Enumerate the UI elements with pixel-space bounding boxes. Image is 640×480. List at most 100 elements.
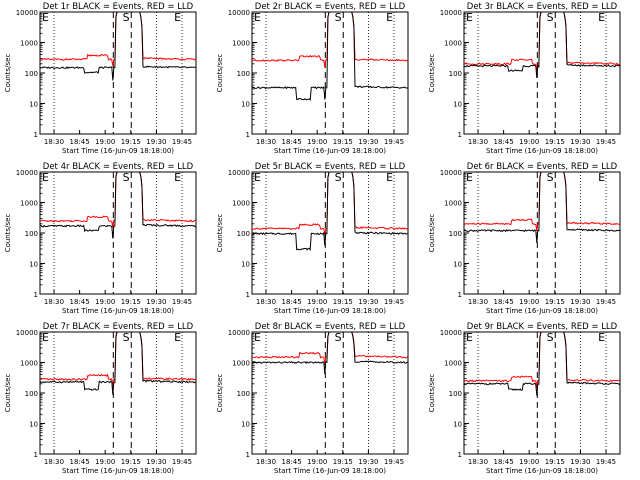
x-tick-label: 18:45: [70, 298, 90, 306]
y-tick-label: 100: [25, 230, 38, 238]
range-letter: E: [386, 171, 393, 184]
y-tick-label: 100: [449, 70, 462, 78]
events-series-line: [463, 11, 621, 78]
range-letter: S: [547, 171, 554, 184]
x-tick-label: 19:00: [307, 138, 327, 146]
panel-det-7: Det 7r BLACK = Events, RED = LLD 1 10 100 10…: [4, 322, 197, 475]
x-tick-label: 18:45: [494, 138, 514, 146]
x-tick-label: 18:30: [256, 298, 276, 306]
plot-frame: [39, 11, 197, 135]
panel-title: Det 5r BLACK = Events, RED = LLD: [255, 162, 406, 172]
x-tick-label: 19:45: [596, 138, 616, 146]
y-tick-label: 100: [237, 230, 250, 238]
y-axis-label: Counts/sec: [4, 374, 12, 413]
plot-frame: [463, 331, 621, 455]
lld-series-line: [40, 171, 197, 228]
y-tick-label: 10000: [228, 169, 250, 177]
panel-det-3: Det 3r BLACK = Events, RED = LLD 1 10 100 10…: [428, 2, 621, 155]
plot-frame: [39, 171, 197, 295]
range-letter: E: [174, 11, 181, 24]
y-tick-label: 10: [241, 421, 250, 429]
lld-series-line: [251, 331, 409, 365]
x-tick-label: 19:30: [146, 458, 166, 466]
y-tick-label: 10000: [228, 329, 250, 337]
panel-det-1: Det 1r BLACK = Events, RED = LLD 1 10 100 10…: [4, 2, 197, 155]
x-tick-label: 19:45: [172, 298, 192, 306]
y-axis-label: Counts/sec: [4, 54, 12, 93]
y-tick-label: 10: [453, 421, 462, 429]
x-tick-label: 18:45: [282, 298, 302, 306]
y-tick-label: 100: [449, 390, 462, 398]
x-tick-label: 19:45: [384, 138, 404, 146]
y-tick-label: 10: [29, 101, 38, 109]
range-letter: E: [598, 171, 605, 184]
x-tick-label: 18:30: [44, 298, 64, 306]
y-tick-label: 1: [458, 291, 462, 299]
y-tick-label: 1000: [232, 200, 250, 208]
x-tick-label: 18:45: [70, 138, 90, 146]
y-axis-label: Counts/sec: [4, 214, 12, 253]
range-letter: E: [174, 331, 181, 344]
range-letter: S: [547, 11, 554, 24]
panel-title: Det 8r BLACK = Events, RED = LLD: [255, 322, 406, 332]
range-letter: E: [466, 331, 473, 344]
lld-series-line: [463, 331, 621, 389]
y-tick-label: 100: [449, 230, 462, 238]
y-tick-label: 10000: [440, 169, 462, 177]
panel-title: Det 7r BLACK = Events, RED = LLD: [43, 322, 194, 332]
y-axis-label: Counts/sec: [428, 374, 436, 413]
range-letter: S: [335, 331, 342, 344]
range-letter: S: [123, 331, 130, 344]
x-tick-label: 19:45: [172, 138, 192, 146]
x-tick-label: 18:45: [70, 458, 90, 466]
events-series-line: [39, 171, 197, 239]
x-tick-label: 19:00: [95, 458, 115, 466]
x-tick-label: 19:15: [121, 458, 141, 466]
range-letter: E: [42, 331, 49, 344]
panel-det-2: Det 2r BLACK = Events, RED = LLD 1 10 100 10…: [216, 2, 409, 155]
range-letter: E: [254, 171, 261, 184]
range-letter: E: [254, 11, 261, 24]
x-tick-label: 19:15: [333, 298, 353, 306]
range-letter: S: [123, 171, 130, 184]
y-tick-label: 10: [29, 261, 38, 269]
panel-title: Det 1r BLACK = Events, RED = LLD: [43, 2, 194, 12]
range-letter: S: [547, 331, 554, 344]
lld-series-line: [39, 11, 197, 66]
x-tick-label: 18:45: [494, 458, 514, 466]
x-axis-label: Start Time (16-Jun-09 18:18:00): [274, 147, 386, 155]
range-letter: E: [386, 11, 393, 24]
y-tick-label: 1000: [444, 360, 462, 368]
y-tick-label: 1: [246, 451, 250, 459]
y-tick-label: 100: [25, 390, 38, 398]
x-tick-label: 19:45: [172, 458, 192, 466]
x-axis-label: Start Time (16-Jun-09 18:18:00): [274, 467, 386, 475]
y-tick-label: 1: [246, 131, 250, 139]
x-axis-label: Start Time (16-Jun-09 18:18:00): [486, 467, 598, 475]
x-axis-label: Start Time (16-Jun-09 18:18:00): [62, 307, 174, 315]
y-tick-label: 1000: [232, 40, 250, 48]
x-tick-label: 18:30: [44, 138, 64, 146]
y-tick-label: 1: [458, 451, 462, 459]
y-tick-label: 10000: [16, 169, 38, 177]
plot-frame: [39, 331, 197, 455]
x-tick-label: 19:00: [519, 458, 539, 466]
x-tick-label: 19:30: [358, 138, 378, 146]
y-axis-label: Counts/sec: [216, 374, 224, 413]
y-tick-label: 1: [246, 291, 250, 299]
y-tick-label: 1000: [20, 40, 38, 48]
x-tick-label: 19:30: [146, 298, 166, 306]
events-series-line: [39, 331, 197, 395]
panel-det-4: Det 4r BLACK = Events, RED = LLD 1 10 100 10…: [4, 162, 197, 315]
y-axis-label: Counts/sec: [216, 54, 224, 93]
x-tick-label: 18:30: [44, 458, 64, 466]
panel-title: Det 4r BLACK = Events, RED = LLD: [43, 162, 194, 172]
y-tick-label: 10000: [440, 9, 462, 17]
range-letter: S: [123, 11, 130, 24]
y-tick-label: 10000: [16, 329, 38, 337]
x-tick-label: 19:15: [333, 458, 353, 466]
x-axis-label: Start Time (16-Jun-09 18:18:00): [62, 147, 174, 155]
x-tick-label: 19:30: [570, 138, 590, 146]
plot-frame: [463, 11, 621, 135]
range-letter: S: [335, 171, 342, 184]
